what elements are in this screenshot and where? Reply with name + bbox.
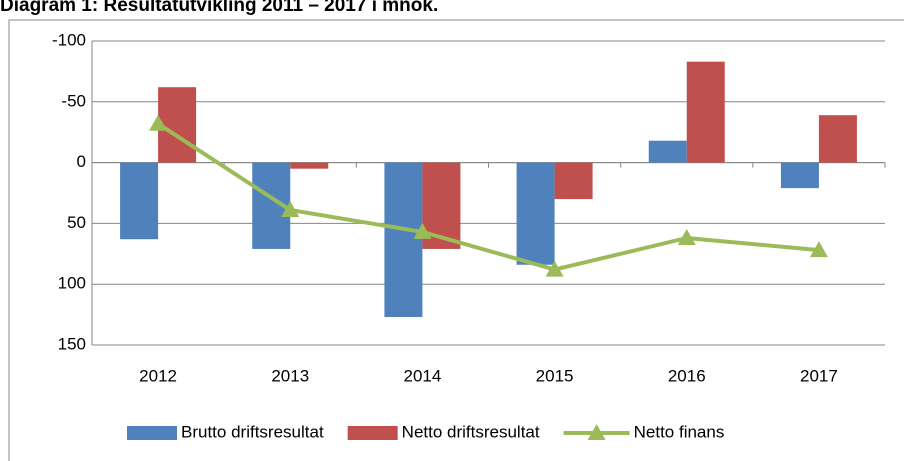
- x-tick-label: 2017: [800, 366, 838, 385]
- legend-swatch: [127, 426, 177, 440]
- chart-title: Diagram 1: Resultatutvikling 2011 – 2017…: [0, 0, 438, 16]
- y-tick-label: 100: [58, 274, 86, 293]
- title-bg: [0, 0, 904, 19]
- bar: [290, 162, 329, 169]
- legend-label: Netto finans: [634, 422, 725, 441]
- line-marker: [809, 241, 828, 258]
- x-tick-label: 2012: [139, 366, 177, 385]
- y-tick-label: 0: [77, 152, 86, 171]
- bar: [554, 162, 593, 200]
- bar: [158, 87, 197, 163]
- chart-frame: [8, 19, 904, 461]
- line-marker: [545, 260, 564, 277]
- legend-swatch: [347, 426, 398, 440]
- bar: [818, 115, 857, 163]
- x-tick-label: 2015: [536, 366, 574, 385]
- line-marker: [413, 222, 432, 239]
- line-marker: [149, 114, 168, 131]
- y-tick-label: 50: [67, 213, 86, 232]
- y-tick-label: -50: [61, 91, 86, 110]
- line-marker: [281, 201, 300, 218]
- legend-swatch: [587, 424, 606, 440]
- x-tick-label: 2014: [404, 366, 442, 385]
- y-tick-label: 150: [58, 334, 86, 353]
- x-tick-label: 2016: [668, 366, 706, 385]
- bar: [686, 61, 725, 163]
- bar: [780, 162, 819, 189]
- x-tick-label: 2013: [271, 366, 309, 385]
- legend-label: Netto driftsresultat: [402, 422, 540, 441]
- bar: [120, 162, 159, 240]
- bar: [516, 162, 555, 265]
- line: [156, 122, 820, 272]
- legend-label: Brutto driftsresultat: [181, 422, 324, 441]
- y-tick-label: -100: [52, 30, 86, 49]
- line-marker: [677, 228, 696, 245]
- bar: [648, 140, 687, 163]
- bar: [384, 162, 423, 318]
